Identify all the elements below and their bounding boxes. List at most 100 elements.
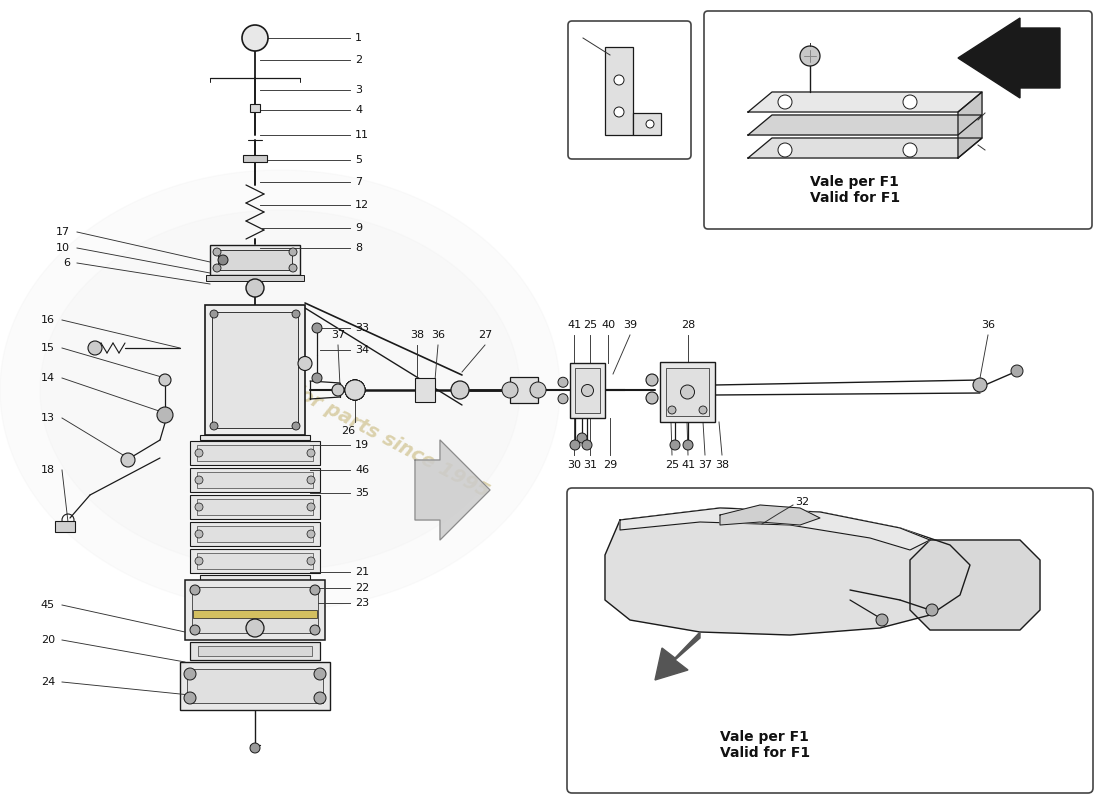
Circle shape <box>451 381 469 399</box>
Circle shape <box>184 692 196 704</box>
Polygon shape <box>958 18 1060 98</box>
Circle shape <box>213 248 221 256</box>
Text: 25: 25 <box>664 460 679 470</box>
Circle shape <box>1011 365 1023 377</box>
Circle shape <box>195 530 204 538</box>
Text: Vale per F1
Valid for F1: Vale per F1 Valid for F1 <box>720 730 810 760</box>
Circle shape <box>668 406 676 414</box>
Circle shape <box>345 380 365 400</box>
Bar <box>218 250 292 270</box>
Circle shape <box>307 449 315 457</box>
Text: 42: 42 <box>988 145 1002 155</box>
Circle shape <box>558 394 568 404</box>
Circle shape <box>582 440 592 450</box>
Circle shape <box>213 264 221 272</box>
Bar <box>250 104 260 112</box>
Text: Vale per F1
Valid for F1: Vale per F1 Valid for F1 <box>810 175 900 205</box>
Circle shape <box>345 380 365 400</box>
Text: 24: 24 <box>41 677 55 687</box>
Circle shape <box>190 625 200 635</box>
Circle shape <box>246 279 264 297</box>
Circle shape <box>307 503 315 511</box>
Text: 41: 41 <box>681 460 695 470</box>
Circle shape <box>681 385 694 399</box>
Circle shape <box>195 476 204 484</box>
Circle shape <box>876 614 888 626</box>
Circle shape <box>614 75 624 85</box>
Polygon shape <box>910 540 1040 630</box>
Circle shape <box>345 380 365 400</box>
Text: 19: 19 <box>355 440 370 450</box>
Bar <box>190 441 320 465</box>
Polygon shape <box>620 508 930 550</box>
Circle shape <box>345 380 365 400</box>
Circle shape <box>307 557 315 565</box>
Bar <box>206 275 304 281</box>
Circle shape <box>903 143 917 157</box>
Text: 41: 41 <box>566 320 581 330</box>
Circle shape <box>157 407 173 423</box>
Polygon shape <box>40 210 520 570</box>
Bar <box>197 445 314 461</box>
Circle shape <box>345 380 365 400</box>
Bar <box>510 377 538 403</box>
Bar <box>190 549 320 573</box>
Text: 20: 20 <box>41 635 55 645</box>
Bar <box>210 245 300 275</box>
Circle shape <box>292 422 300 430</box>
Circle shape <box>314 668 326 680</box>
Circle shape <box>345 380 365 400</box>
Bar <box>415 378 434 402</box>
Text: 7: 7 <box>355 177 362 187</box>
Circle shape <box>184 668 196 680</box>
Text: 44: 44 <box>802 35 816 45</box>
Polygon shape <box>958 92 982 158</box>
FancyBboxPatch shape <box>566 488 1093 793</box>
Bar <box>200 575 310 580</box>
Bar <box>575 368 600 413</box>
Text: 22: 22 <box>355 583 370 593</box>
Bar <box>243 155 267 162</box>
Polygon shape <box>0 170 560 610</box>
Circle shape <box>289 264 297 272</box>
Bar <box>197 472 314 488</box>
Circle shape <box>683 440 693 450</box>
Text: 1: 1 <box>355 33 362 43</box>
Bar <box>190 468 320 492</box>
Circle shape <box>614 107 624 117</box>
Text: 15: 15 <box>41 343 55 353</box>
Circle shape <box>582 385 594 397</box>
Circle shape <box>345 380 365 400</box>
Text: 45: 45 <box>41 600 55 610</box>
Bar <box>212 312 298 428</box>
Circle shape <box>121 453 135 467</box>
Text: 8: 8 <box>355 243 362 253</box>
Bar <box>197 499 314 515</box>
Circle shape <box>250 743 260 753</box>
Text: 9: 9 <box>355 223 362 233</box>
Circle shape <box>646 374 658 386</box>
Circle shape <box>195 557 204 565</box>
Text: 25: 25 <box>583 320 597 330</box>
Text: 18: 18 <box>41 465 55 475</box>
Circle shape <box>160 374 170 386</box>
Bar <box>200 435 310 440</box>
Text: 35: 35 <box>355 488 368 498</box>
Bar <box>205 305 305 435</box>
Polygon shape <box>605 508 970 635</box>
Text: 38: 38 <box>715 460 729 470</box>
Circle shape <box>314 692 326 704</box>
Circle shape <box>312 373 322 383</box>
Circle shape <box>289 248 297 256</box>
Bar <box>570 363 605 418</box>
Text: 30: 30 <box>566 460 581 470</box>
Circle shape <box>570 440 580 450</box>
Circle shape <box>292 310 300 318</box>
Text: 27: 27 <box>477 330 492 340</box>
Polygon shape <box>748 138 982 158</box>
Circle shape <box>345 380 365 400</box>
Bar <box>192 610 317 618</box>
Circle shape <box>218 255 228 265</box>
Circle shape <box>670 440 680 450</box>
Text: 11: 11 <box>355 130 368 140</box>
